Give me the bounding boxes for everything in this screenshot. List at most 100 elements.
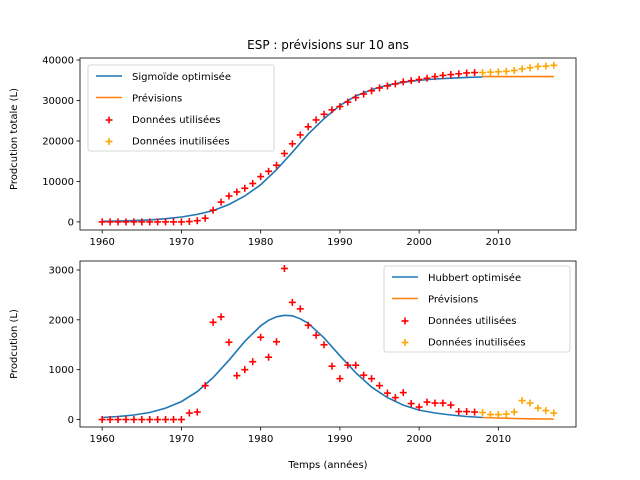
unused-data-point	[526, 64, 534, 72]
used-data-point	[114, 416, 122, 424]
unused-data-point	[542, 407, 550, 415]
used-data-point	[431, 73, 439, 81]
chart-title: ESP : prévisions sur 10 ans	[247, 38, 409, 52]
y-tick-label: 0	[68, 217, 74, 228]
used-data-point	[154, 218, 162, 226]
y-tick-label: 1000	[49, 365, 74, 376]
x-tick-label: 2000	[406, 237, 431, 248]
y-tick-label: 40000	[42, 56, 74, 67]
used-data-point	[447, 71, 455, 79]
used-data-point	[344, 361, 352, 369]
used-data-point	[209, 318, 217, 326]
used-data-point	[225, 192, 233, 200]
unused-data-point	[494, 411, 502, 419]
unused-data-point	[518, 397, 526, 405]
used-data-point	[130, 218, 138, 226]
used-data-point	[209, 206, 217, 214]
used-data-point	[352, 361, 360, 369]
plot-area	[98, 61, 558, 226]
y-tick-label: 30000	[42, 96, 74, 107]
legend: Hubbert optimisée Prévisions Données utili…	[383, 265, 571, 353]
unused-data-point	[542, 62, 550, 70]
used-data-point	[439, 71, 447, 79]
legend-forecast-label: Prévisions	[132, 93, 182, 105]
used-data-point	[415, 403, 423, 411]
used-data-point	[257, 173, 265, 181]
used-data-point	[352, 94, 360, 102]
used-data-point	[122, 416, 130, 424]
used-data-point	[146, 218, 154, 226]
legend-unused-label: Données inutilisées	[428, 337, 526, 349]
used-data-point	[360, 371, 368, 379]
used-data-point	[130, 416, 138, 424]
unused-data-point	[486, 411, 494, 419]
used-data-point	[296, 131, 304, 139]
used-data-point	[98, 218, 106, 226]
used-data-point	[280, 264, 288, 272]
used-data-point	[368, 87, 376, 95]
unused-data-point	[534, 62, 542, 70]
used-data-point	[185, 218, 193, 226]
used-data-point	[439, 399, 447, 407]
unused-data-point	[502, 410, 510, 418]
used-data-point	[257, 333, 265, 341]
used-data-point	[455, 70, 463, 78]
used-data-point	[193, 408, 201, 416]
used-data-point	[423, 74, 431, 82]
unused-data-point	[550, 61, 558, 69]
legend-box	[87, 64, 275, 152]
used-data-point	[383, 82, 391, 90]
x-tick-label: 1960	[89, 434, 114, 445]
axes-frame	[79, 57, 577, 231]
used-data-point	[217, 198, 225, 206]
unused-data-point	[550, 409, 558, 417]
used-data-point	[376, 84, 384, 92]
unused-data-point	[479, 69, 487, 77]
legend-used-swatch	[401, 317, 409, 325]
unused-data-point	[494, 68, 502, 76]
y-axis-label: Prodcution (L)	[9, 309, 20, 379]
used-data-point	[272, 161, 280, 169]
used-data-point	[241, 366, 249, 374]
used-data-point	[336, 375, 344, 383]
used-data-point	[360, 90, 368, 98]
x-axis-label: Temps (années)	[287, 459, 367, 471]
used-data-point	[471, 408, 479, 416]
used-data-point	[455, 408, 463, 416]
used-data-point	[320, 110, 328, 118]
unused-data-point	[518, 65, 526, 73]
cumulative-production-chart: ESP : prévisions sur 10 ans Prodcution t…	[9, 38, 577, 248]
used-data-point	[383, 389, 391, 397]
plot-area	[98, 264, 558, 424]
legend-used-swatch	[105, 116, 113, 124]
used-data-point	[169, 416, 177, 424]
legend: Sigmoïde optimisée Prévisions Données util…	[87, 64, 275, 152]
x-tick-label: 1970	[169, 434, 194, 445]
used-data-point	[138, 218, 146, 226]
used-data-point	[399, 389, 407, 397]
legend-used-label: Données utilisées	[132, 114, 221, 126]
used-data-point	[320, 341, 328, 349]
used-data-point	[201, 382, 209, 390]
axes-frame	[79, 260, 577, 428]
used-data-point	[169, 218, 177, 226]
x-tick-label: 1970	[169, 237, 194, 248]
y-axis-label: Prodcution totale (L)	[9, 88, 20, 190]
used-data-point	[265, 167, 273, 175]
used-data-point	[106, 218, 114, 226]
used-data-point	[193, 217, 201, 225]
legend-unused-swatch	[401, 339, 409, 346]
unused-data-point	[510, 67, 518, 75]
x-tick-label: 2000	[406, 434, 431, 445]
used-data-point	[249, 358, 257, 366]
legend-box	[383, 265, 571, 353]
used-data-point	[407, 400, 415, 408]
x-tick-label: 2010	[486, 434, 511, 445]
x-tick-label: 1990	[327, 434, 352, 445]
used-data-point	[288, 140, 296, 148]
used-data-point	[146, 416, 154, 424]
used-data-point	[225, 338, 233, 346]
used-data-point	[272, 338, 280, 346]
forecast-line	[482, 416, 554, 420]
used-data-point	[312, 331, 320, 339]
